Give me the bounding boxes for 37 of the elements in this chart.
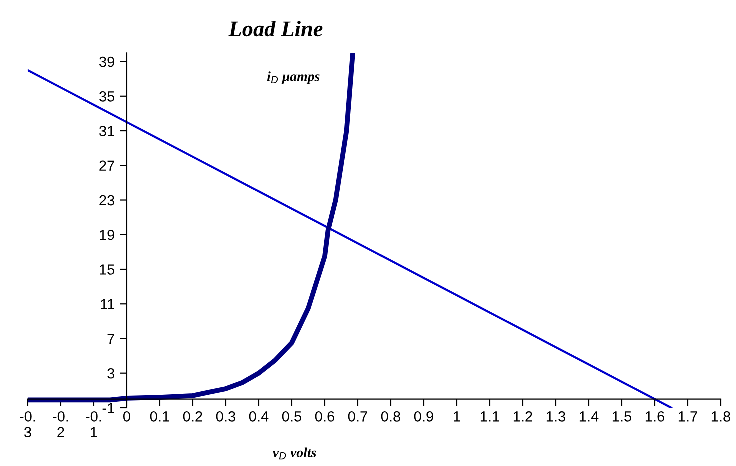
x-tick-label: -0. 1 [86,412,102,438]
y-tick-label: -1 [102,403,114,414]
x-tick-label: 0.2 [183,412,202,422]
y-tick-label: 19 [100,230,114,240]
line-series [28,53,356,403]
x-tick-label: 1.2 [514,412,532,422]
y-tick-label: 3 [108,368,115,379]
y-tick-label: 31 [100,126,114,136]
x-tick-label: 1.1 [480,412,500,422]
x-tick-label: 1.5 [612,412,632,422]
x-tick-label: 0.6 [315,412,334,422]
chart-title: Load Line [228,20,323,37]
x-tick-label: 0.7 [348,412,368,422]
x-tick-label: 0.9 [414,412,434,422]
y-tick-label: 35 [100,92,115,102]
y-tick-label: 23 [100,195,115,206]
x-tick-label: 1.3 [546,412,566,422]
x-tick-label: 0.3 [216,412,236,422]
y-tick-label: 15 [100,264,115,275]
x-tick-label: -0. 2 [53,412,68,438]
x-tick-label: 1.8 [712,412,730,422]
x-tick-label: 0.1 [150,412,170,422]
x-tick-label: 0.8 [381,412,400,422]
x-tick-label: 1.6 [646,412,664,422]
y-tick-label: 11 [101,299,114,310]
y-tick-label: 7 [108,334,114,344]
x-tick-label: 0.5 [282,412,302,422]
x-tick-label: 0.4 [249,412,269,422]
x-tick-label: 1.7 [678,412,698,422]
y-tick-label: 39 [100,56,114,68]
x-axis-title: v$_{D}$ volts [272,448,316,460]
x-tick-label: 0 [123,412,130,422]
x-tick-label: 1.4 [580,412,599,422]
x-tick-label: 1 [454,412,460,422]
x-tick-label: -0. 3 [20,412,36,438]
y-tick-label: 27 [100,160,114,171]
y-axis-title: i$_{D}$ μamps [267,72,320,84]
